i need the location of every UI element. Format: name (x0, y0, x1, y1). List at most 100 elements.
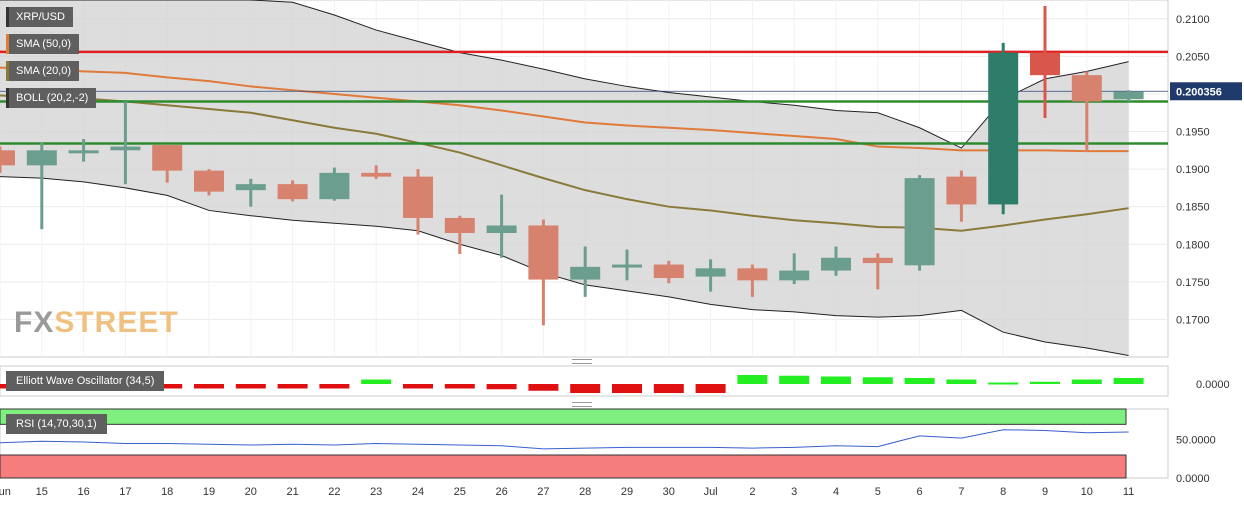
candle-body (821, 257, 851, 271)
ewo-bar (946, 379, 977, 384)
candle-body (946, 176, 977, 205)
ewo-bar (862, 377, 893, 384)
time-tick-label: 2 (749, 486, 755, 498)
bollinger-upper-line (0, 0, 1129, 149)
ewo-bar (612, 384, 642, 393)
candle-body (695, 268, 726, 277)
ewo-bar (779, 375, 810, 384)
candle-body (361, 172, 392, 177)
time-tick-label: 8 (1000, 486, 1006, 498)
sma50-swatch (6, 34, 9, 54)
ewo-bar (403, 384, 433, 389)
candle-body (1030, 52, 1060, 76)
ewo-bar (444, 384, 475, 389)
time-tick-label: 23 (370, 486, 382, 498)
rsi-label[interactable]: RSI (14,70,30,1) (6, 414, 107, 434)
candle-body (653, 264, 684, 279)
sma50-line (0, 66, 1129, 153)
ewo-bar (1030, 381, 1060, 384)
time-tick-label: 16 (77, 486, 89, 498)
price-tick-label: 0.1800 (1176, 239, 1210, 251)
time-tick-label: 11 (1123, 486, 1134, 498)
ewo-label[interactable]: Elliott Wave Oscillator (34,5) (6, 371, 165, 391)
ewo-bar (737, 375, 768, 384)
last-price-label: 0.200356 (1176, 86, 1222, 98)
ewo-bar (1071, 379, 1102, 384)
price-tick-label: 0.1900 (1176, 164, 1210, 176)
rsi-line (0, 429, 1129, 450)
time-tick-label: 6 (917, 486, 923, 498)
price-tick-label: 0.2100 (1176, 14, 1210, 26)
time-tick-label: 3 (791, 486, 797, 498)
time-tick-label: 9 (1042, 486, 1048, 498)
candle-body (152, 145, 183, 171)
time-tick-label: 25 (454, 486, 466, 498)
candle-body (444, 217, 475, 233)
time-tick-label: Jun (0, 486, 11, 498)
ewo-tick-label: 0.0000 (1196, 379, 1230, 391)
ewo-bar (361, 379, 392, 384)
price-tick-label: 0.1750 (1176, 277, 1210, 289)
candle-body (486, 225, 517, 233)
time-tick-label: 22 (328, 486, 340, 498)
sma20-line (0, 94, 1129, 232)
rsi-tick-label: 0.0000 (1176, 473, 1210, 485)
rsi-oversold-zone (0, 454, 1127, 479)
candle-body (68, 150, 99, 154)
candle-body (235, 184, 266, 191)
ewo-bar (277, 384, 308, 389)
time-tick-label: 15 (36, 486, 48, 498)
symbol-label: XRP/USD (6, 7, 73, 27)
ewo-bar (235, 384, 266, 389)
time-tick-label: 4 (833, 486, 839, 498)
price-tick-label: 0.1850 (1176, 202, 1210, 214)
time-tick-label: 27 (537, 486, 549, 498)
boll-swatch (6, 88, 9, 108)
legend-sma50[interactable]: SMA (50,0) (6, 34, 80, 54)
candle-body (0, 150, 15, 166)
panel-resize-handle-2[interactable] (572, 402, 592, 407)
bollinger-lower-line (0, 176, 1129, 356)
symbol-swatch (6, 7, 9, 27)
time-tick-label: 5 (875, 486, 881, 498)
legend-boll[interactable]: BOLL (20,2,-2) (6, 88, 97, 108)
rsi-tick-label: 50.0000 (1176, 435, 1216, 447)
time-tick-label: 29 (621, 486, 633, 498)
ewo-bar (570, 384, 601, 393)
sma20-swatch (6, 61, 9, 81)
candle-body (570, 266, 601, 280)
price-tick-label: 0.2050 (1176, 51, 1210, 63)
time-tick-label: 19 (203, 486, 215, 498)
candle-body (862, 257, 893, 264)
candle-body (904, 178, 935, 266)
candle-body (988, 52, 1019, 205)
time-tick-label: 7 (958, 486, 964, 498)
candle-body (319, 172, 350, 200)
ewo-bar (1113, 378, 1144, 384)
time-tick-label: Jul (704, 486, 718, 498)
candle-body (779, 270, 810, 281)
candle-body (26, 150, 57, 166)
price-tick-label: 0.1950 (1176, 127, 1210, 139)
ewo-bar (528, 384, 559, 391)
ewo-bar (486, 384, 517, 390)
ewo-bar (319, 384, 350, 389)
candle-body (403, 176, 433, 218)
candle-body (737, 268, 768, 281)
panel-resize-handle-1[interactable] (572, 359, 592, 364)
fxstreet-watermark: FXSTREET (14, 306, 179, 339)
rsi-overbought-zone (0, 408, 1127, 425)
ewo-bar (194, 384, 224, 389)
candle-body (110, 146, 141, 151)
time-tick-label: 17 (119, 486, 131, 498)
ewo-bar (653, 384, 684, 393)
candle-body (1113, 91, 1144, 100)
candle-body (277, 184, 308, 200)
candle-body (528, 225, 559, 280)
last-price-tag (1170, 82, 1242, 101)
ewo-bar (152, 384, 183, 389)
legend-sma20[interactable]: SMA (20,0) (6, 61, 80, 81)
candle-body (1071, 75, 1102, 102)
